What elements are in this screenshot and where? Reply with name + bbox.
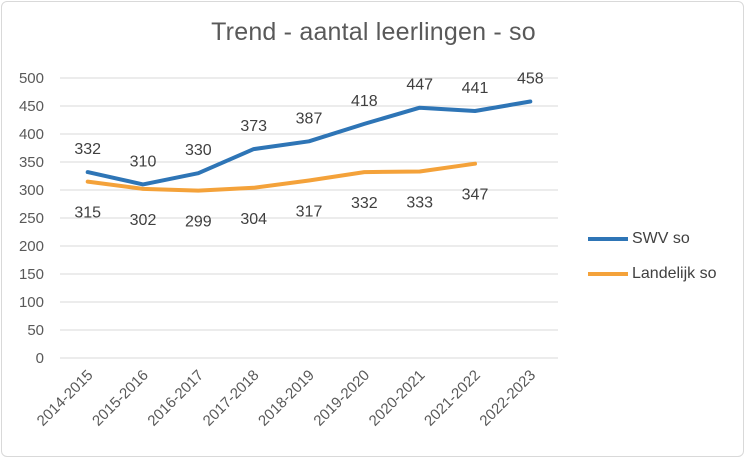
data-label-swv-so-2014-2015: 332: [74, 141, 101, 158]
data-label-swv-so-2015-2016: 310: [130, 153, 157, 170]
x-tick-label-2018-2019: 2018-2019: [255, 367, 318, 430]
y-tick-label-50: 50: [27, 322, 44, 339]
data-label-swv-so-2020-2021: 447: [406, 77, 433, 94]
legend-item-landelijk-so: Landelijk so: [588, 263, 717, 285]
x-tick-label-2019-2020: 2019-2020: [310, 367, 373, 430]
y-tick-label-250: 250: [19, 210, 44, 227]
x-tick-label-2020-2021: 2020-2021: [366, 367, 429, 430]
series-line-swv-so: [85, 99, 533, 187]
y-tick-label-500: 500: [19, 70, 44, 87]
data-label-landelijk-so-2020-2021: 333: [406, 195, 433, 212]
y-tick-label-450: 450: [19, 98, 44, 115]
data-label-swv-so-2018-2019: 387: [296, 110, 323, 127]
data-label-swv-so-2021-2022: 441: [462, 80, 489, 97]
y-tick-label-400: 400: [19, 126, 44, 143]
y-tick-label-100: 100: [19, 294, 44, 311]
y-tick-label-300: 300: [19, 182, 44, 199]
legend-swatch-swv-so: [588, 237, 628, 241]
legend-label-swv-so: SWV so: [632, 230, 690, 247]
y-tick-label-150: 150: [19, 266, 44, 283]
y-tick-label-200: 200: [19, 238, 44, 255]
x-tick-label-2022-2023: 2022-2023: [476, 367, 539, 430]
x-tick-label-2015-2016: 2015-2016: [89, 367, 152, 430]
data-label-landelijk-so-2015-2016: 302: [130, 212, 157, 229]
data-label-swv-so-2019-2020: 418: [351, 93, 378, 110]
y-tick-label-350: 350: [19, 154, 44, 171]
x-tick-label-2017-2018: 2017-2018: [200, 367, 263, 430]
chart-title: Trend - aantal leerlingen - so: [211, 18, 536, 46]
data-label-landelijk-so-2016-2017: 299: [185, 214, 212, 231]
data-label-landelijk-so-2017-2018: 304: [240, 211, 267, 228]
legend-item-swv-so: SWV so: [588, 228, 690, 250]
data-label-landelijk-so-2021-2022: 347: [462, 187, 489, 204]
legend-swatch-landelijk-so: [588, 272, 628, 276]
legend-label-landelijk-so: Landelijk so: [632, 265, 717, 282]
series-line-landelijk-so: [85, 161, 477, 193]
data-label-landelijk-so-2014-2015: 315: [74, 205, 101, 222]
x-tick-label-2016-2017: 2016-2017: [144, 367, 207, 430]
data-label-landelijk-so-2018-2019: 317: [296, 203, 323, 220]
data-label-swv-so-2017-2018: 373: [240, 118, 267, 135]
data-label-swv-so-2022-2023: 458: [517, 71, 544, 88]
x-tick-label-2014-2015: 2014-2015: [34, 367, 97, 430]
data-label-landelijk-so-2019-2020: 332: [351, 195, 378, 212]
y-tick-label-0: 0: [36, 350, 44, 367]
data-label-swv-so-2016-2017: 330: [185, 142, 212, 159]
x-tick-label-2021-2022: 2021-2022: [421, 367, 484, 430]
